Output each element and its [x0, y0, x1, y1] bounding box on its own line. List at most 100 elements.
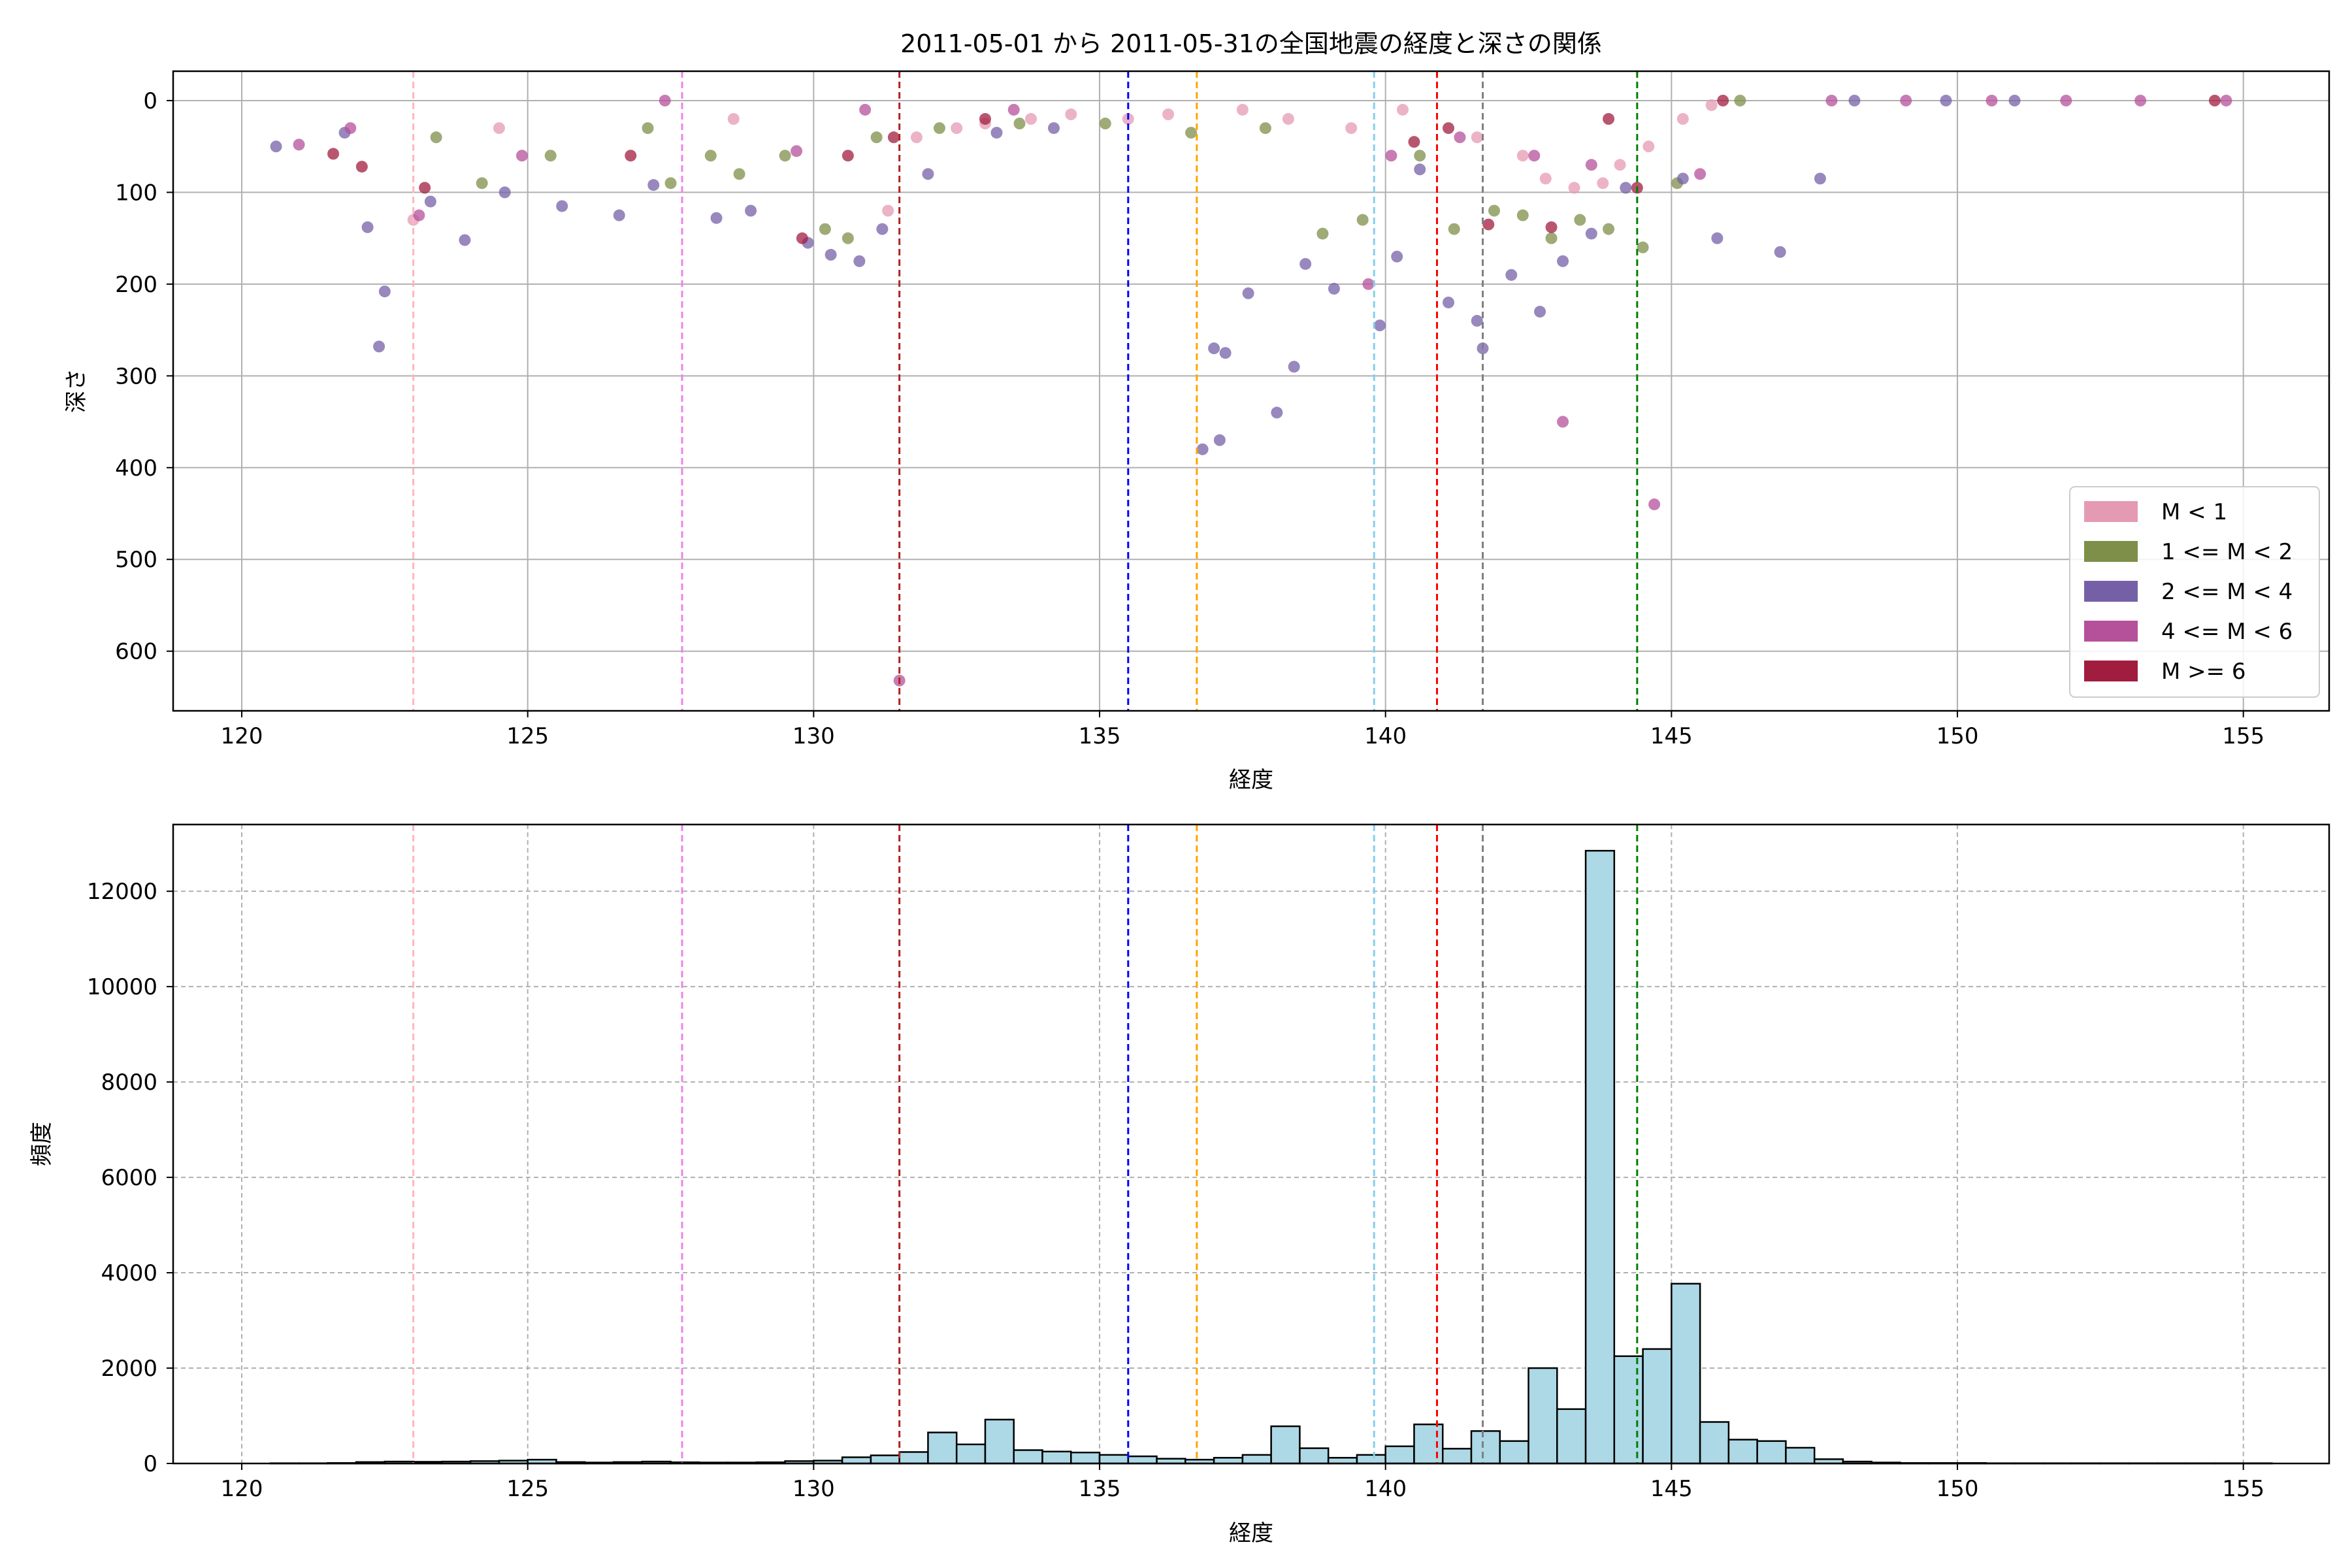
histogram-bar: [1013, 1449, 1043, 1465]
scatter-point: [613, 209, 625, 221]
scatter-point: [1545, 221, 1558, 233]
scatter-grid: [173, 71, 2329, 711]
histogram-bar: [1270, 1425, 1301, 1465]
scatter-point: [1208, 342, 1220, 355]
scatter-point: [327, 148, 340, 160]
scatter-point: [378, 286, 391, 298]
scatter-point: [1414, 150, 1426, 162]
scatter-point: [1694, 168, 1707, 180]
scatter-point: [825, 248, 837, 261]
scatter-point: [1585, 227, 1597, 240]
scatter-point: [1007, 103, 1020, 116]
scatter-point: [876, 223, 889, 235]
scatter-point: [625, 150, 637, 162]
histogram-bars: [269, 849, 2273, 1465]
scatter-point: [853, 255, 866, 267]
legend-label: 4 <= M < 6: [2161, 619, 2293, 645]
scatter-point: [882, 204, 894, 217]
histogram-bar: [1527, 1367, 1558, 1465]
histogram-ylabel: 頻度: [29, 1122, 55, 1166]
scatter-point: [1900, 94, 1912, 106]
scatter-point: [2134, 94, 2147, 106]
scatter-point: [1734, 94, 1746, 106]
scatter-point: [1471, 315, 1483, 327]
scatter-point: [887, 131, 900, 144]
scatter-point: [819, 223, 831, 235]
scatter-point: [1328, 282, 1340, 295]
scatter-point: [1539, 172, 1552, 185]
histogram-xtick-label: 155: [2222, 1476, 2264, 1502]
scatter-point: [1442, 122, 1454, 135]
histogram-bar: [1556, 1408, 1587, 1465]
histogram-bar: [1098, 1454, 1130, 1465]
scatter-point: [1271, 406, 1283, 419]
histogram-xtick-label: 130: [792, 1476, 835, 1502]
scatter-point: [779, 150, 791, 162]
legend-swatch: [2084, 621, 2138, 642]
histogram-xtick-label: 120: [221, 1476, 263, 1502]
scatter-point: [1648, 498, 1661, 510]
legend: M < 1 1 <= M < 2 2 <= M < 4 4 <= M < 6 M >= …: [2069, 486, 2320, 698]
legend-swatch: [2084, 501, 2138, 522]
histogram-bar: [1584, 849, 1616, 1465]
histogram-bar: [870, 1454, 900, 1465]
histogram-ytick-label: 12000: [87, 879, 157, 905]
legend-label: 2 <= M < 4: [2161, 579, 2293, 605]
scatter-point: [1985, 94, 1998, 106]
scatter-point: [1620, 182, 1632, 194]
scatter-point: [1013, 118, 1026, 130]
histogram-xtick-label: 145: [1650, 1476, 1693, 1502]
scatter-point: [1940, 94, 1952, 106]
scatter-point: [1065, 108, 1077, 121]
scatter-point: [476, 177, 488, 189]
scatter-point: [1219, 347, 1232, 359]
histogram-bar: [955, 1443, 987, 1465]
histogram-bar: [1127, 1455, 1158, 1465]
scatter-point: [1505, 269, 1518, 281]
scatter-point: [355, 161, 368, 173]
scatter-point: [1482, 218, 1495, 231]
scatter-point: [1545, 232, 1558, 244]
histogram-xtick-label: 150: [1936, 1476, 1979, 1502]
scatter-reference-lines: [412, 71, 1639, 711]
scatter-point: [910, 131, 923, 144]
scatter-point: [710, 212, 723, 224]
scatter-point: [1259, 122, 1271, 135]
scatter-point: [1597, 177, 1609, 189]
scatter-point: [493, 122, 505, 135]
scatter-point: [413, 209, 425, 221]
scatter-point: [1471, 131, 1483, 144]
scatter-point: [1236, 103, 1249, 116]
scatter-point: [1213, 434, 1226, 446]
histogram-grid: [173, 825, 2329, 1464]
histogram-bar: [1241, 1454, 1272, 1465]
scatter-point: [2008, 94, 2021, 106]
scatter-point: [1373, 319, 1386, 332]
scatter-point: [659, 94, 671, 106]
scatter-point: [1711, 232, 1723, 244]
histogram-bar: [1384, 1445, 1415, 1465]
scatter-point: [544, 150, 557, 162]
legend-label: M < 1: [2161, 499, 2227, 525]
scatter-point: [1848, 94, 1861, 106]
scatter-point: [1516, 150, 1529, 162]
scatter-point: [1024, 113, 1037, 125]
scatter-point: [373, 340, 385, 353]
scatter-point: [933, 122, 945, 135]
figure-title: 2011-05-01 から 2011-05-31の全国地震の経度と深さの関係: [900, 29, 1602, 58]
scatter-point: [796, 232, 808, 244]
scatter-point: [1288, 361, 1300, 373]
scatter-point: [344, 122, 357, 135]
histogram-bar: [1785, 1446, 1816, 1465]
legend-label: 1 <= M < 2: [2161, 539, 2293, 565]
scatter-point: [430, 131, 442, 144]
scatter-xtick-label: 155: [2222, 723, 2264, 749]
scatter-xtick-label: 130: [792, 723, 835, 749]
scatter-point: [1242, 287, 1254, 299]
scatter-point: [664, 177, 677, 189]
scatter-point: [1534, 306, 1546, 318]
scatter-point: [1825, 94, 1838, 106]
histogram-xtick-label: 140: [1364, 1476, 1407, 1502]
histogram-bar: [984, 1418, 1015, 1465]
scatter-point: [1637, 241, 1649, 253]
